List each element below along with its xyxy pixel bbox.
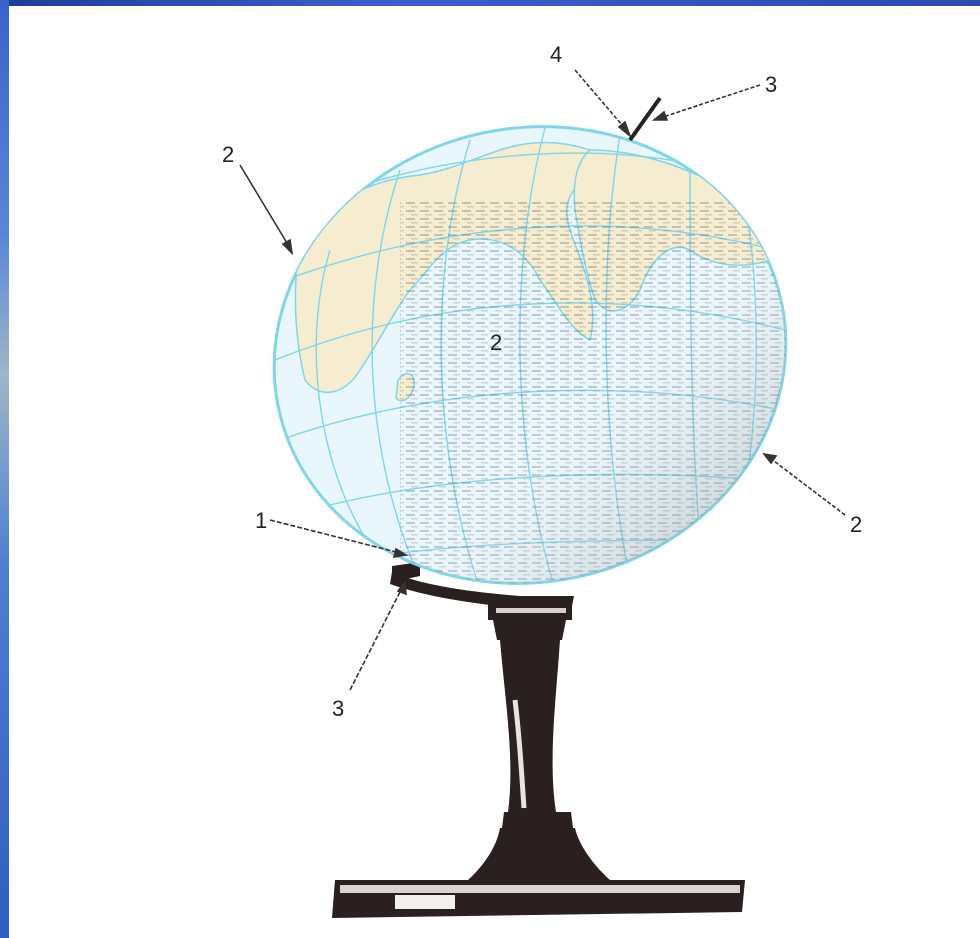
globe-axis-top bbox=[628, 96, 662, 142]
globe bbox=[260, 96, 800, 600]
callout-arrows bbox=[239, 69, 846, 691]
callout-label-3-stand: 3 bbox=[332, 696, 344, 721]
callout-label-2-center: 2 bbox=[490, 330, 502, 355]
slide-frame-top bbox=[0, 0, 980, 6]
slide-frame-left bbox=[0, 0, 9, 938]
callout-label-4: 4 bbox=[550, 42, 562, 67]
callout-label-1: 1 bbox=[255, 508, 267, 533]
globe-stand bbox=[332, 562, 745, 918]
callout-label-3-top: 3 bbox=[765, 72, 777, 97]
callout-label-2-left: 2 bbox=[222, 142, 234, 167]
callout-label-2-right: 2 bbox=[850, 512, 862, 537]
